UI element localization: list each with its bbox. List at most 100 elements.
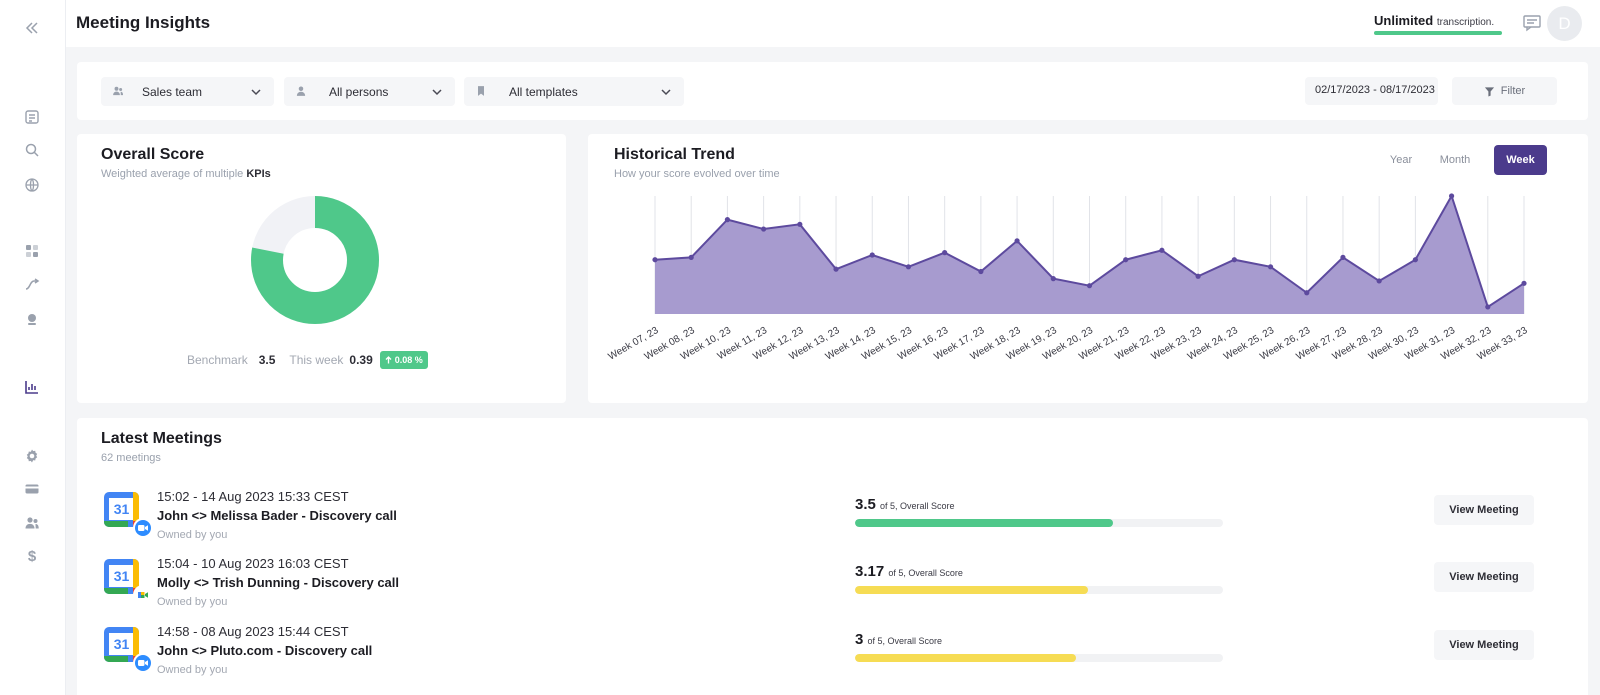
filter-icon xyxy=(1484,86,1494,97)
trend-point[interactable] xyxy=(978,268,984,275)
score-bar-fill xyxy=(855,586,1089,594)
trend-point[interactable] xyxy=(942,250,948,256)
chevron-down-icon xyxy=(431,86,443,98)
meeting-row: 31 14:58 - 08 Aug 2023 15:44 CEST John <… xyxy=(77,624,1588,686)
meeting-title[interactable]: John <> Pluto.com - Discovery call xyxy=(157,643,373,658)
meeting-time: 15:04 - 10 Aug 2023 16:03 CEST xyxy=(157,556,349,571)
card-icon[interactable] xyxy=(21,478,43,500)
trend-point[interactable] xyxy=(1123,257,1129,263)
range-week[interactable]: Week xyxy=(1494,145,1547,175)
sidebar: $ xyxy=(0,0,66,695)
historical-trend-card: Historical Trend How your score evolved … xyxy=(588,134,1588,403)
trend-point[interactable] xyxy=(1376,278,1382,284)
range-year[interactable]: Year xyxy=(1389,154,1413,166)
globe-icon[interactable] xyxy=(21,174,43,196)
view-meeting-button[interactable]: View Meeting xyxy=(1434,562,1534,592)
chevron-down-icon xyxy=(250,86,262,98)
this-week-value: 0.39 xyxy=(349,353,373,367)
delta-value: 0.08 % xyxy=(394,355,423,365)
persons-select[interactable]: All persons xyxy=(284,77,455,106)
trend-icon[interactable] xyxy=(21,274,43,296)
analytics-icon[interactable] xyxy=(21,376,43,398)
notes-icon[interactable] xyxy=(21,106,43,128)
trend-point[interactable] xyxy=(724,217,731,223)
trend-point[interactable] xyxy=(1050,276,1056,282)
bot-icon[interactable] xyxy=(21,308,43,330)
view-meeting-button[interactable]: View Meeting xyxy=(1434,630,1534,660)
trend-area xyxy=(655,196,1524,314)
meeting-score: 3 of 5, Overall Score xyxy=(855,631,943,648)
score-bar xyxy=(855,586,1223,594)
meeting-score: 3.5 of 5, Overall Score xyxy=(855,496,955,513)
date-range-input[interactable]: 02/17/2023 - 08/17/2023 xyxy=(1305,77,1438,105)
filter-bar: Sales team All persons All templates 02/… xyxy=(77,62,1588,120)
delta-badge: 0.08 % xyxy=(379,351,428,369)
score-bar xyxy=(855,654,1223,662)
message-icon[interactable] xyxy=(1522,14,1542,32)
plan-suffix: transcription. xyxy=(1436,17,1495,28)
filter-button-label: Filter xyxy=(1500,85,1526,97)
trend-point[interactable] xyxy=(1014,238,1020,244)
score-bar-fill xyxy=(855,519,1113,527)
meeting-score: 3.17 of 5, Overall Score xyxy=(855,563,963,580)
zoom-icon xyxy=(133,653,153,673)
filter-button[interactable]: Filter xyxy=(1452,77,1557,105)
team-icon xyxy=(112,85,126,99)
google-meet-icon xyxy=(133,585,153,605)
page-title: Meeting Insights xyxy=(76,13,211,32)
view-meeting-button[interactable]: View Meeting xyxy=(1434,495,1534,525)
plan-status: Unlimited transcription. xyxy=(1374,13,1494,28)
trend-point[interactable] xyxy=(1304,290,1310,296)
bookmark-icon xyxy=(475,85,489,99)
topbar: Meeting Insights Unlimited transcription… xyxy=(66,0,1600,47)
templates-select-value: All templates xyxy=(509,84,578,99)
trend-point[interactable] xyxy=(652,257,658,263)
trend-point[interactable] xyxy=(1485,304,1491,310)
trend-point[interactable] xyxy=(1448,193,1455,199)
dollar-icon[interactable]: $ xyxy=(27,547,37,565)
avatar[interactable]: D xyxy=(1547,6,1582,41)
trend-point[interactable] xyxy=(1195,273,1201,279)
trend-point[interactable] xyxy=(1340,254,1346,260)
overall-score-title: Overall Score xyxy=(101,146,205,163)
benchmark-label: Benchmark xyxy=(187,353,248,367)
range-month[interactable]: Month xyxy=(1439,154,1471,166)
donut-score-arc xyxy=(251,196,379,324)
team-select[interactable]: Sales team xyxy=(101,77,274,106)
this-week-label: This week xyxy=(289,353,344,367)
persons-select-value: All persons xyxy=(329,84,389,99)
overall-score-card: Overall Score Weighted average of multip… xyxy=(77,134,566,403)
trend-point[interactable] xyxy=(869,252,875,258)
overall-score-donut xyxy=(251,196,379,324)
dashboard-icon[interactable] xyxy=(21,240,43,262)
gear-icon[interactable] xyxy=(21,445,43,467)
templates-select[interactable]: All templates xyxy=(464,77,684,106)
trend-point[interactable] xyxy=(905,264,912,270)
trend-point[interactable] xyxy=(1231,257,1237,263)
collapse-icon[interactable] xyxy=(21,17,43,39)
google-calendar-icon: 31 xyxy=(104,492,139,527)
historical-trend-subtitle: How your score evolved over time xyxy=(614,168,780,180)
meeting-row: 31 15:02 - 14 Aug 2023 15:33 CEST John <… xyxy=(77,489,1588,551)
trend-point[interactable] xyxy=(1267,264,1274,270)
meeting-title[interactable]: Molly <> Trish Dunning - Discovery call xyxy=(157,575,400,590)
search-icon[interactable] xyxy=(21,139,43,161)
zoom-icon xyxy=(133,518,153,538)
trend-point[interactable] xyxy=(1159,247,1165,253)
score-stats: Benchmark 3.5 This week 0.39 0.08 % xyxy=(187,351,428,369)
trend-point[interactable] xyxy=(1086,283,1093,289)
meeting-row: 31 15:04 - 10 Aug 2023 16:03 CEST Molly … xyxy=(77,556,1588,618)
trend-point[interactable] xyxy=(1412,257,1418,263)
score-bar-fill xyxy=(855,654,1076,662)
trend-point[interactable] xyxy=(761,226,767,232)
historical-trend-title: Historical Trend xyxy=(614,146,735,163)
trend-point[interactable] xyxy=(688,254,694,260)
meeting-owner: Owned by you xyxy=(157,529,228,541)
trend-point[interactable] xyxy=(833,266,839,272)
subtitle-kpis: KPIs xyxy=(246,168,271,180)
trend-point[interactable] xyxy=(1521,280,1527,286)
trend-point[interactable] xyxy=(797,221,803,227)
team-icon[interactable] xyxy=(21,512,43,534)
meeting-title[interactable]: John <> Melissa Bader - Discovery call xyxy=(157,508,397,523)
subtitle-text: Weighted average of multiple xyxy=(101,168,244,180)
